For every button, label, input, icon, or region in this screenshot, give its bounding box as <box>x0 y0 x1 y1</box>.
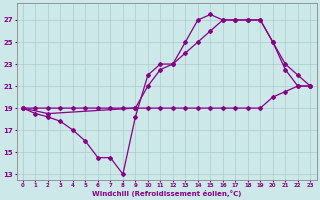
X-axis label: Windchill (Refroidissement éolien,°C): Windchill (Refroidissement éolien,°C) <box>92 190 241 197</box>
